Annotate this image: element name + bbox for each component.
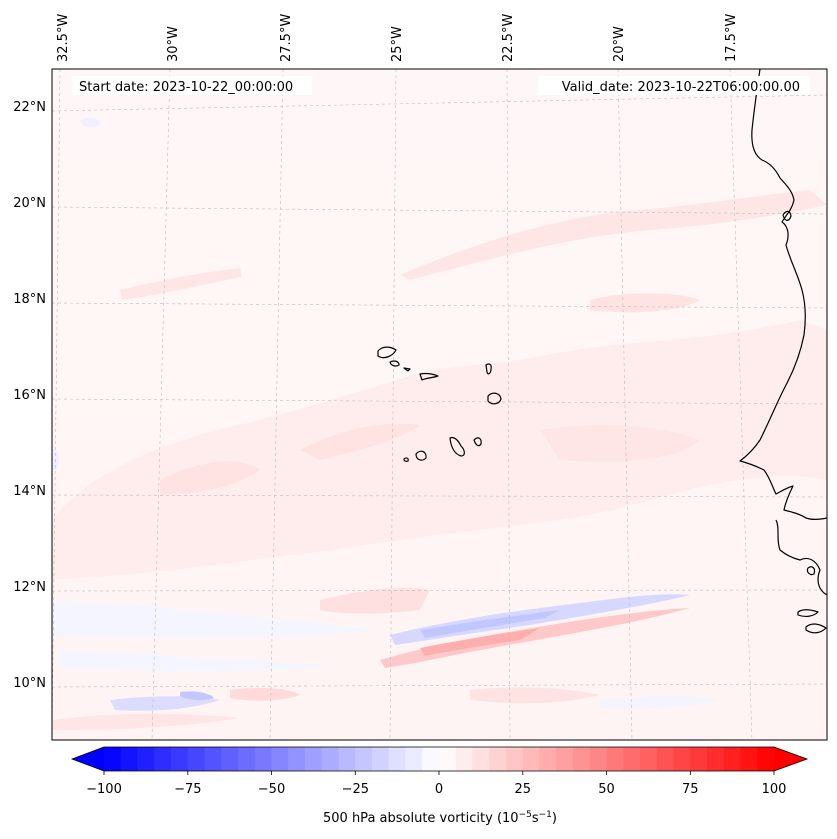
- colorbar-segment: [372, 747, 390, 771]
- colorbar-label: 500 hPa absolute vorticity (10−5s−1): [323, 810, 557, 826]
- colorbar-tick-label: 75: [682, 782, 699, 797]
- island-sal: [485, 363, 492, 375]
- colorbar-segment: [623, 747, 641, 771]
- lon-label: 32.5°W: [56, 14, 71, 62]
- colorbar-segment: [489, 747, 507, 771]
- colorbar-segment: [556, 747, 574, 771]
- lat-label: 22°N: [13, 100, 46, 115]
- colorbar-segment: [405, 747, 423, 771]
- colorbar-tick-marks: [103, 771, 775, 775]
- colorbar-segment: [707, 747, 725, 771]
- header-annotations: Start date: 2023-10-22_00:00:00 Valid_da…: [72, 76, 810, 95]
- colorbar-segment: [656, 747, 675, 771]
- colorbar-tick-label: 25: [515, 782, 532, 797]
- colorbar-tick-label: 100: [762, 782, 787, 797]
- latitude-labels: 22°N 20°N 18°N 16°N 14°N 12°N 10°N: [13, 100, 46, 691]
- colorbar-segment: [204, 747, 222, 771]
- colorbar-segment: [238, 747, 256, 771]
- vorticity-field: [52, 117, 827, 730]
- colorbar-segment: [154, 747, 172, 771]
- colorbar-segment: [506, 747, 524, 771]
- island-sao-nicolau: [419, 373, 439, 381]
- colorbar-segment: [589, 747, 608, 771]
- colorbar-tick-label: 0: [435, 782, 443, 797]
- colorbar-tick-label: −25: [342, 782, 369, 797]
- colorbar-extend-low: [72, 747, 104, 771]
- colorbar-segment: [723, 747, 742, 771]
- lon-label: 20°W: [612, 26, 627, 62]
- colorbar-segment: [439, 747, 457, 771]
- colorbar-segment: [573, 747, 591, 771]
- colorbar-segment: [673, 747, 691, 771]
- colorbar-segment: [355, 747, 373, 771]
- island-boa-vista: [487, 392, 502, 405]
- colorbar-segments: [104, 747, 775, 771]
- colorbar-segment: [757, 747, 775, 771]
- colorbar-segment: [522, 747, 541, 771]
- island-fogo: [415, 450, 427, 461]
- gridlines: [52, 69, 827, 740]
- colorbar-segment: [539, 747, 557, 771]
- lat-label: 20°N: [13, 196, 46, 211]
- colorbar-tick-label: −75: [174, 782, 201, 797]
- lon-label: 27.5°W: [279, 14, 294, 62]
- island-brava: [403, 457, 409, 462]
- colorbar-segment: [455, 747, 474, 771]
- colorbar-segment: [388, 747, 407, 771]
- colorbar-segment: [171, 747, 189, 771]
- lat-label: 12°N: [13, 580, 46, 595]
- island-sao-vicente: [389, 360, 400, 367]
- colorbar-segment: [271, 747, 289, 771]
- lat-label: 10°N: [13, 676, 46, 691]
- colorbar-ticks: −100 −75 −50 −25 0 25 50 75 100: [86, 782, 786, 797]
- colorbar: −100 −75 −50 −25 0 25 50 75 100 500 hPa …: [70, 746, 809, 826]
- lon-label: 22.5°W: [501, 14, 516, 62]
- longitude-labels: 32.5°W 30°W 27.5°W 25°W 22.5°W 20°W 17.5…: [56, 14, 739, 62]
- colorbar-segment: [338, 747, 356, 771]
- coastline: [377, 69, 827, 634]
- colorbar-segment: [422, 747, 440, 771]
- colorbar-segment: [321, 747, 340, 771]
- map-panel: Start date: 2023-10-22_00:00:00 Valid_da…: [13, 14, 828, 741]
- colorbar-segment: [606, 747, 624, 771]
- africa-coastline: [739, 69, 827, 521]
- lon-label: 25°W: [390, 26, 405, 62]
- lon-label: 17.5°W: [724, 14, 739, 62]
- colorbar-segment: [640, 747, 658, 771]
- colorbar-segment: [187, 747, 206, 771]
- lon-label: 30°W: [166, 26, 181, 62]
- colorbar-extend-high: [774, 747, 807, 771]
- colorbar-segment: [137, 747, 155, 771]
- start-date-label: Start date: 2023-10-22_00:00:00: [79, 80, 293, 95]
- colorbar-segment: [740, 747, 758, 771]
- lat-label: 14°N: [13, 484, 46, 499]
- colorbar-segment: [305, 747, 323, 771]
- island-maio: [473, 437, 482, 447]
- lat-label: 16°N: [13, 388, 46, 403]
- colorbar-segment: [690, 747, 708, 771]
- colorbar-segment: [120, 747, 139, 771]
- map-frame: [51, 68, 828, 741]
- island-santo-antao: [377, 346, 397, 359]
- colorbar-segment: [472, 747, 490, 771]
- colorbar-tick-label: −50: [258, 782, 285, 797]
- colorbar-tick-label: −100: [86, 782, 122, 797]
- colorbar-segment: [254, 747, 273, 771]
- colorbar-segment: [104, 747, 122, 771]
- colorbar-tick-label: 50: [598, 782, 615, 797]
- lat-label: 18°N: [13, 292, 46, 307]
- colorbar-segment: [221, 747, 239, 771]
- island-santiago: [449, 436, 465, 457]
- colorbar-segment: [288, 747, 306, 771]
- valid-date-label: Valid_date: 2023-10-22T06:00:00.00: [562, 80, 800, 95]
